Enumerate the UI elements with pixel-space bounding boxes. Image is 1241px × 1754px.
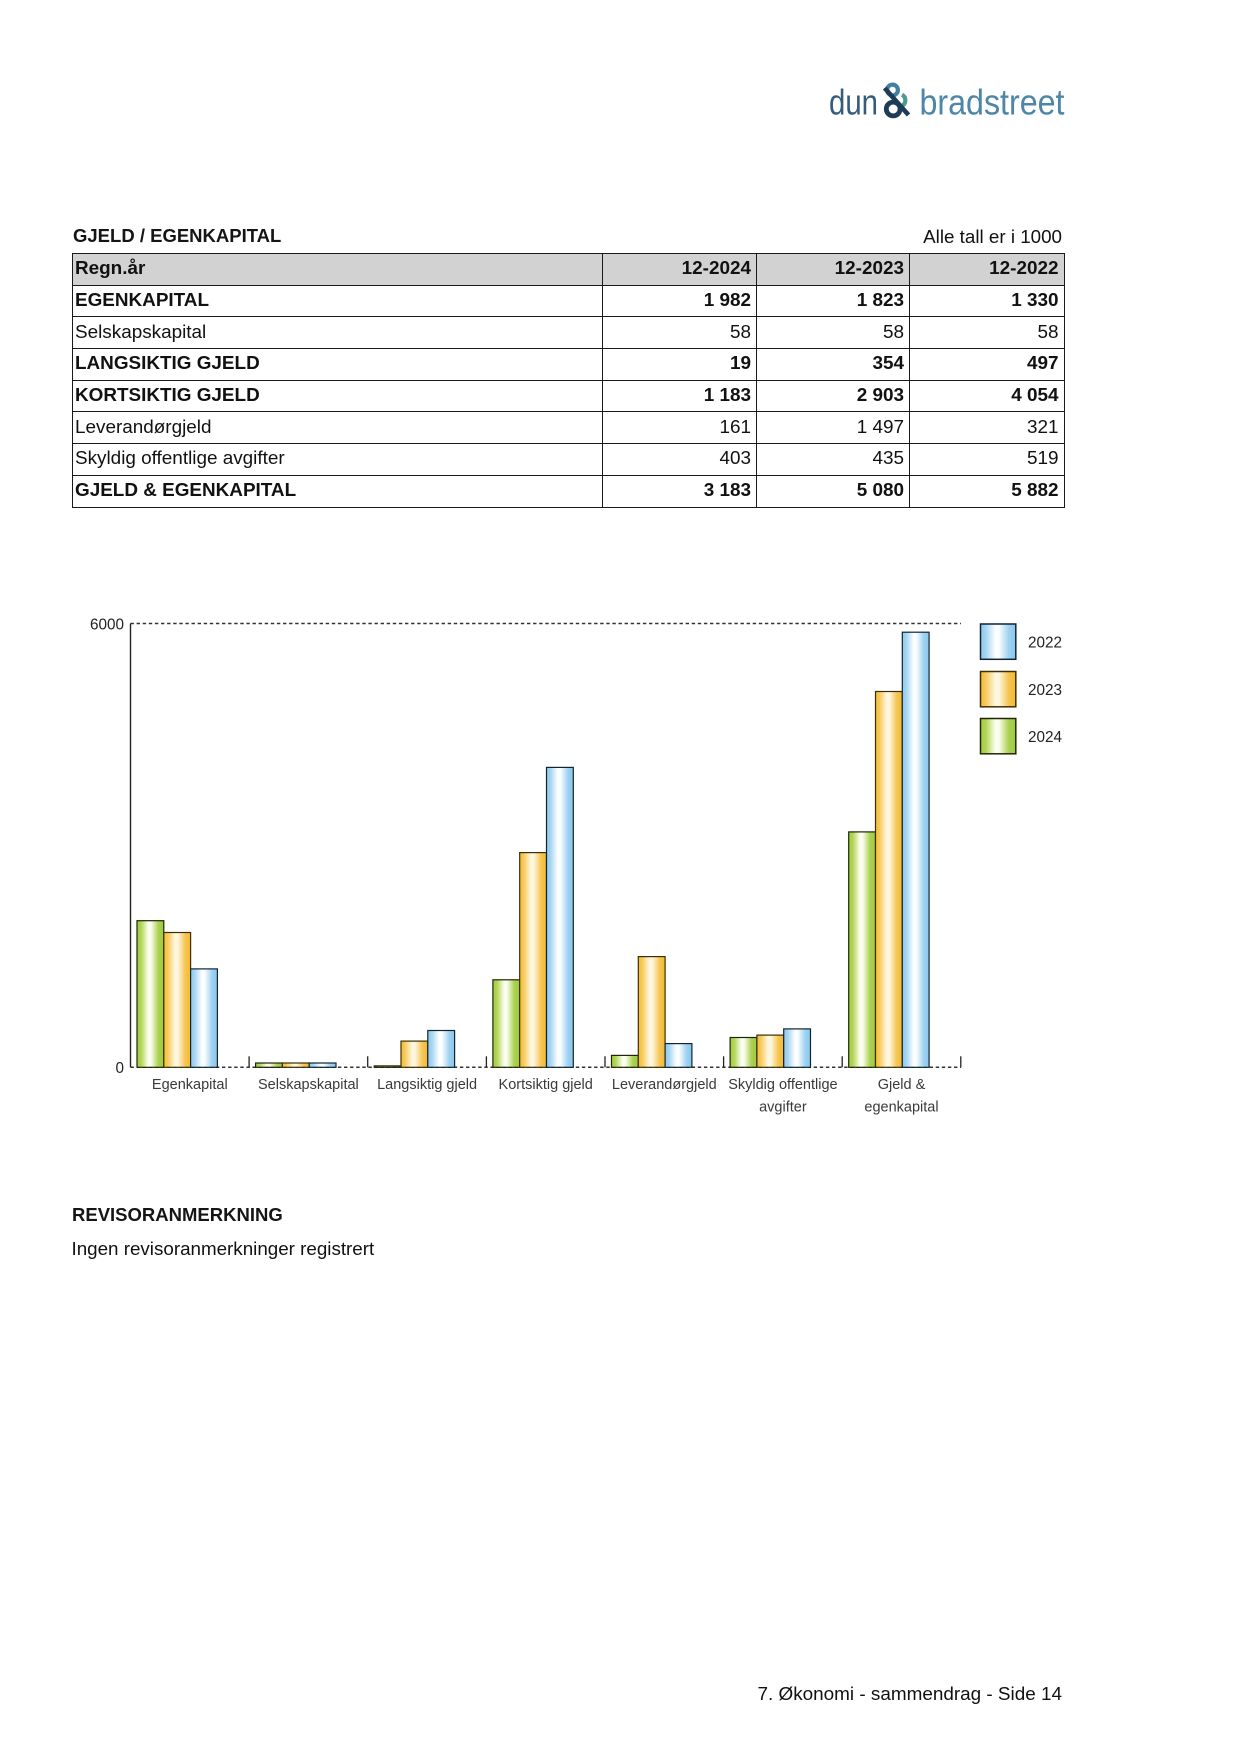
svg-text:Leverandørgjeld: Leverandørgjeld	[612, 1077, 717, 1093]
svg-text:dun: dun	[829, 82, 878, 123]
svg-text:Gjeld &: Gjeld &	[878, 1077, 926, 1093]
svg-text:0: 0	[115, 1060, 124, 1077]
svg-text:2023: 2023	[1028, 682, 1062, 699]
svg-text:avgifter: avgifter	[759, 1100, 807, 1116]
svg-text:2024: 2024	[1028, 729, 1063, 746]
svg-text:Skyldig offentlige: Skyldig offentlige	[728, 1077, 837, 1093]
svg-text:Egenkapital: Egenkapital	[152, 1077, 228, 1093]
svg-text:egenkapital: egenkapital	[864, 1100, 938, 1116]
svg-text:Selskapskapital: Selskapskapital	[258, 1077, 359, 1093]
svg-text:bradstreet: bradstreet	[920, 82, 1065, 123]
svg-text:Langsiktig gjeld: Langsiktig gjeld	[377, 1077, 477, 1093]
svg-text:Kortsiktig gjeld: Kortsiktig gjeld	[499, 1077, 593, 1093]
svg-text:2022: 2022	[1028, 634, 1062, 651]
svg-text:6000: 6000	[90, 617, 124, 634]
